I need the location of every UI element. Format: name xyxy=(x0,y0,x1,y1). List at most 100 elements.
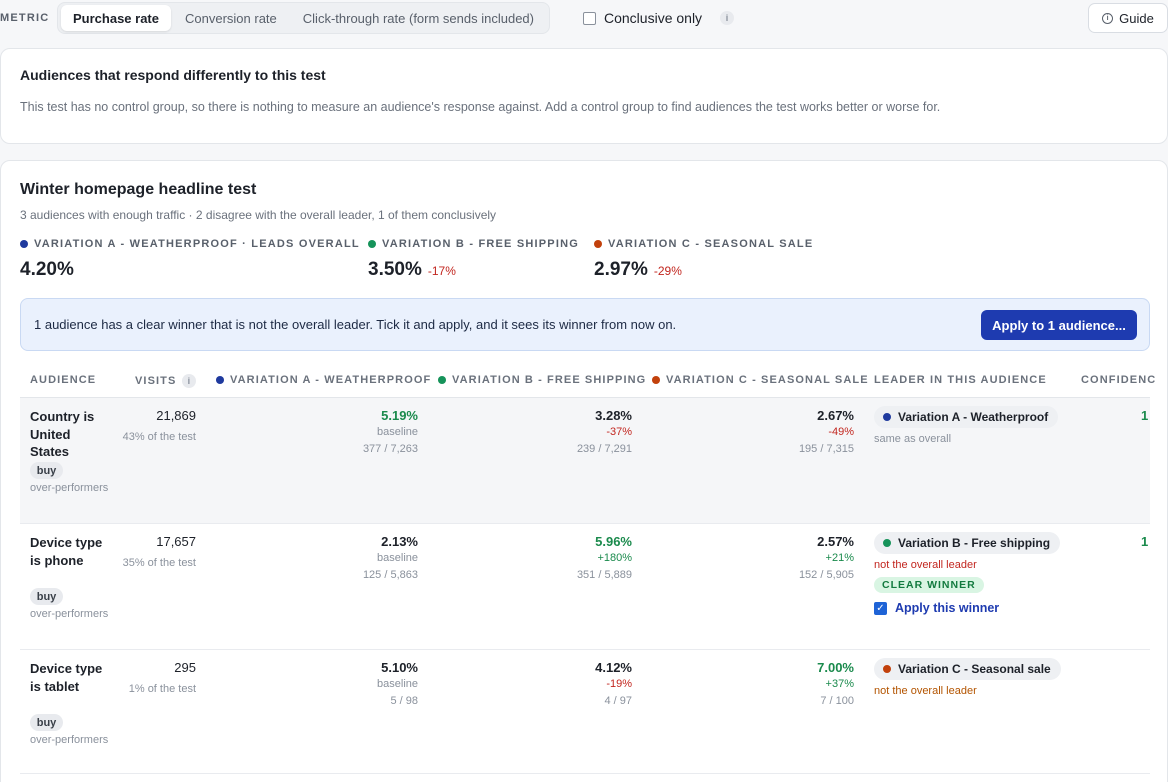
metric-label: METRIC xyxy=(0,12,50,24)
audience-chip: buy xyxy=(30,588,63,605)
info-icon[interactable]: i xyxy=(182,374,197,388)
variation-c-label: VARIATION C - SEASONAL SALE xyxy=(608,238,814,250)
variation-a-rate: 2.13% xyxy=(381,534,418,549)
variation-c-rate: 2.67% xyxy=(817,408,854,423)
col-variation-c-label: VARIATION C - SEASONAL SALE xyxy=(666,374,869,386)
visits-value: 21,869 xyxy=(156,408,196,423)
leader-name: Variation B - Free shipping xyxy=(898,536,1051,550)
variation-summary-a: VARIATION A - WEATHERPROOF · LEADS OVERA… xyxy=(20,238,360,281)
leader-note: not the overall leader xyxy=(874,559,977,571)
variation-b-lift: -37% xyxy=(606,426,632,438)
variation-b-value: 3.50% xyxy=(368,259,422,280)
col-visits-label: VISITS xyxy=(135,375,177,387)
audience-name: Device type is tablet xyxy=(30,661,103,694)
checkmark-icon[interactable]: ✓ xyxy=(874,601,887,615)
leader-chip: Variation A - Weatherproof xyxy=(874,406,1059,428)
variation-c-value: 2.97% xyxy=(594,259,648,280)
visits-value: 295 xyxy=(174,660,196,675)
audience-chip: buy xyxy=(30,714,63,731)
conclusive-only-toggle[interactable]: Conclusive only i xyxy=(583,10,735,26)
apply-this-winner-label: Apply this winner xyxy=(895,601,1000,615)
leader-chip: Variation C - Seasonal sale xyxy=(874,658,1061,680)
variation-b-cell: 3.28% -37% 239 / 7,291 xyxy=(480,408,632,455)
variation-c-lift: -49% xyxy=(828,426,854,438)
col-visits[interactable]: VISITS i xyxy=(135,374,197,388)
table-row[interactable]: Device type is phone buy over-performers… xyxy=(20,524,1150,650)
variation-b-rate: 5.96% xyxy=(595,534,632,549)
guide-button[interactable]: i Guide xyxy=(1088,3,1168,33)
variation-b-dot xyxy=(368,240,376,248)
variation-b-label: VARIATION B - FREE SHIPPING xyxy=(382,238,580,250)
variation-c-rate: 2.57% xyxy=(817,534,854,549)
variation-b-cell: 5.96% +180% 351 / 5,889 xyxy=(480,534,632,581)
col-audience[interactable]: AUDIENCE xyxy=(30,374,97,386)
info-circle-icon: i xyxy=(1102,12,1114,24)
visits-share: 35% of the test xyxy=(122,557,196,569)
variation-c-dot xyxy=(883,665,891,673)
leader-cell: Variation A - Weatherproof same as overa… xyxy=(874,406,1059,445)
variation-c-delta: -29% xyxy=(653,264,682,278)
audience-tag: over-performers xyxy=(30,608,109,620)
audiences-card-title: Audiences that respond differently to th… xyxy=(20,67,326,83)
variation-c-count: 195 / 7,315 xyxy=(798,443,854,455)
variation-b-lift: +180% xyxy=(597,552,632,564)
test-title: Winter homepage headline test xyxy=(20,181,257,198)
variation-a-rate: 5.10% xyxy=(381,660,418,675)
variation-b-rate: 3.28% xyxy=(595,408,632,423)
variation-a-lift: baseline xyxy=(377,552,418,564)
variation-a-dot xyxy=(883,413,891,421)
metric-tab-conversion-rate[interactable]: Conversion rate xyxy=(185,10,277,26)
metric-tab-click-through-rate[interactable]: Click-through rate (form sends included) xyxy=(302,10,534,26)
variation-b-lift: -19% xyxy=(606,678,632,690)
confidence-value: 1 xyxy=(1141,408,1149,423)
audience-table-header: AUDIENCE VISITS i VARIATION A - WEATHERPR… xyxy=(20,366,1155,398)
variation-a-cell: 5.10% baseline 5 / 98 xyxy=(270,660,418,707)
col-variation-b[interactable]: VARIATION B - FREE SHIPPING xyxy=(438,374,646,386)
audience-name: Country is United States xyxy=(30,409,95,459)
col-leader[interactable]: LEADER IN THIS AUDIENCE xyxy=(874,374,1047,386)
audience-chip: buy xyxy=(30,462,63,479)
variation-c-count: 152 / 5,905 xyxy=(798,569,854,581)
variation-c-lift: +21% xyxy=(825,552,854,564)
col-confidence[interactable]: CONFIDENC xyxy=(1081,374,1157,386)
metric-selector: Purchase rate Conversion rate Click-thro… xyxy=(57,2,550,34)
visits-value: 17,657 xyxy=(156,534,196,549)
info-icon[interactable]: i xyxy=(720,11,735,25)
apply-to-audience-button[interactable]: Apply to 1 audience... xyxy=(981,310,1137,340)
conclusive-only-checkbox[interactable] xyxy=(583,11,596,25)
clear-winner-badge: CLEAR WINNER xyxy=(874,577,984,593)
leader-cell: Variation C - Seasonal sale not the over… xyxy=(874,658,1061,697)
table-row[interactable]: Device type is tablet buy over-performer… xyxy=(20,650,1150,774)
col-variation-c[interactable]: VARIATION C - SEASONAL SALE xyxy=(652,374,869,386)
toolbar: METRIC Purchase rate Conversion rate Cli… xyxy=(0,0,1168,40)
variation-summary-c: VARIATION C - SEASONAL SALE 2.97% -29% xyxy=(594,238,813,281)
variation-c-dot xyxy=(652,376,660,384)
audience-tag: over-performers xyxy=(30,734,109,746)
conclusive-only-label: Conclusive only xyxy=(604,10,703,26)
variation-b-dot xyxy=(438,376,446,384)
variation-a-count: 5 / 98 xyxy=(390,695,418,707)
metric-tab-purchase-rate[interactable]: Purchase rate xyxy=(61,5,171,31)
visits-share: 43% of the test xyxy=(122,431,196,443)
visits-share: 1% of the test xyxy=(128,683,196,695)
audience-tag: over-performers xyxy=(30,482,109,494)
variation-a-lift: baseline xyxy=(377,678,418,690)
clear-winner-banner: 1 audience has a clear winner that is no… xyxy=(20,298,1150,351)
variation-a-cell: 2.13% baseline 125 / 5,863 xyxy=(270,534,418,581)
table-row[interactable]: Country is United States buy over-perfor… xyxy=(20,398,1150,524)
variation-c-count: 7 / 100 xyxy=(820,695,854,707)
test-card: Winter homepage headline test 3 audience… xyxy=(0,160,1168,782)
variation-a-count: 377 / 7,263 xyxy=(362,443,418,455)
variation-b-delta: -17% xyxy=(427,264,456,278)
apply-this-winner-toggle[interactable]: ✓ Apply this winner xyxy=(874,601,1060,615)
variation-c-lift: +37% xyxy=(825,678,854,690)
leader-name: Variation A - Weatherproof xyxy=(898,410,1049,424)
col-variation-b-label: VARIATION B - FREE SHIPPING xyxy=(452,374,647,386)
variation-a-lift: baseline xyxy=(377,426,418,438)
test-subtitle: 3 audiences with enough traffic · 2 disa… xyxy=(20,208,497,222)
variation-c-rate: 7.00% xyxy=(817,660,854,675)
col-variation-a[interactable]: VARIATION A - WEATHERPROOF xyxy=(216,374,431,386)
banner-text: 1 audience has a clear winner that is no… xyxy=(34,317,677,332)
col-variation-a-label: VARIATION A - WEATHERPROOF xyxy=(230,374,432,386)
variation-a-dot xyxy=(216,376,224,384)
